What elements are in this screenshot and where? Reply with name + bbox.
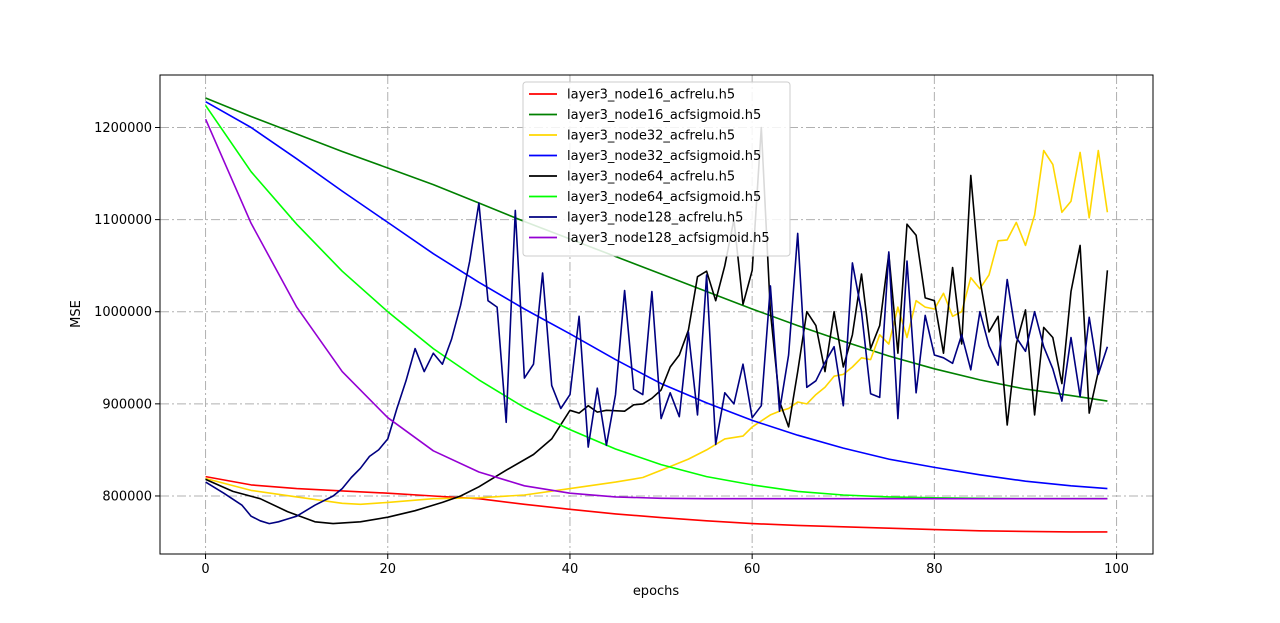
series-line-3 xyxy=(205,101,1108,490)
x-tick-label: 40 xyxy=(562,562,579,577)
legend: layer3_node16_acfrelu.h5 layer3_node16_ac… xyxy=(522,81,791,257)
y-tick-label: 800000 xyxy=(102,489,152,504)
x-tick-label: 60 xyxy=(744,562,761,577)
legend-entry-label: layer3_node16_acfsigmoid.h5 xyxy=(567,108,761,123)
legend-entry-label: layer3_node64_acfrelu.h5 xyxy=(567,170,735,185)
y-axis: 800000 900000 1000000 1100000 1200000 xyxy=(94,121,160,504)
legend-box xyxy=(522,81,791,257)
x-tick-label: 100 xyxy=(1104,562,1129,577)
legend-entry-label: layer3_node64_acfsigmoid.h5 xyxy=(567,190,761,205)
series-line-1 xyxy=(205,97,1108,402)
legend-entry-label: layer3_node32_acfrelu.h5 xyxy=(567,129,735,144)
y-tick-label: 900000 xyxy=(102,397,152,412)
legend-entry-label: layer3_node32_acfsigmoid.h5 xyxy=(567,149,761,164)
y-tick-label: 1000000 xyxy=(94,305,152,320)
x-tick-label: 20 xyxy=(379,562,396,577)
y-axis-label: MSE xyxy=(69,300,84,328)
legend-entry-label: layer3_node128_acfsigmoid.h5 xyxy=(567,231,770,246)
series-lines xyxy=(204,97,1109,533)
x-tick-label: 80 xyxy=(926,562,943,577)
x-tick-label: 0 xyxy=(201,562,209,577)
y-tick-label: 1200000 xyxy=(94,121,152,136)
series-line-0 xyxy=(205,475,1108,533)
legend-entry-label: layer3_node16_acfrelu.h5 xyxy=(567,88,735,103)
y-tick-label: 1100000 xyxy=(94,213,152,228)
plot-area-frame xyxy=(159,74,1154,555)
x-axis: 0 20 40 60 80 100 xyxy=(201,554,1129,577)
series-line-2 xyxy=(205,149,1109,506)
series-line-7 xyxy=(204,118,1108,500)
legend-entry-label: layer3_node128_acfrelu.h5 xyxy=(567,211,743,226)
series-line-6 xyxy=(205,202,1109,525)
x-axis-label: epochs xyxy=(633,584,680,599)
